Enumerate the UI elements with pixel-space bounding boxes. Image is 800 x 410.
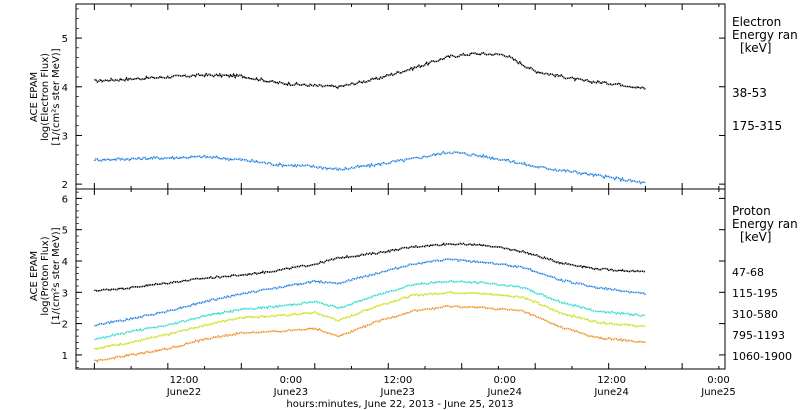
proton-legend-title-line3: [keV]	[740, 230, 771, 244]
electron-ylabel-line2: log(Electron Flux)	[40, 53, 51, 141]
series-795-1193	[94, 290, 646, 351]
x-tick-label: 12:00	[597, 375, 626, 386]
x-tick-date: June25	[700, 387, 736, 398]
series-310-580	[94, 280, 646, 341]
proton-ylabel-line3: [1/(cm²s ster MeV)]	[51, 227, 62, 324]
electron-panel-frame	[75, 3, 726, 190]
electron-legend-title-line1: Electron	[732, 15, 781, 29]
proton-legend-title: Proton Energy ran [keV]	[732, 204, 798, 244]
x-tick-date: June22	[166, 387, 202, 398]
y-tick-label: 2	[62, 320, 68, 331]
series-175-315	[93, 150, 646, 185]
y-tick-label: 3	[62, 288, 68, 299]
legend-115-195: 115-195	[732, 287, 778, 300]
proton-legend-title-line1: Proton	[732, 204, 771, 218]
x-tick-label: 12:00	[170, 375, 199, 386]
legend-310-580: 310-580	[732, 308, 778, 321]
electron-legend-title: Electron Energy ran [keV]	[732, 15, 798, 55]
y-tick-label: 4	[62, 257, 68, 268]
series-1060-1900	[94, 304, 646, 363]
y-tick-label: 2	[62, 180, 68, 191]
legend-795-1193: 795-1193	[732, 329, 785, 342]
x-axis-label: hours:minutes, June 22, 2013 - June 25, …	[286, 399, 513, 410]
x-tick-date: June24	[593, 387, 629, 398]
electron-legend-title-line2: Energy ran	[732, 28, 798, 42]
proton-legend-title-line2: Energy ran	[732, 217, 798, 231]
y-tick-label: 6	[62, 194, 68, 205]
chart-marks: 12:00June220:00June2312:00June230:00June…	[62, 4, 792, 398]
y-tick-label: 3	[62, 131, 68, 142]
series-38-53	[94, 51, 646, 90]
series-47-68	[93, 242, 646, 292]
x-tick-date: June23	[273, 387, 309, 398]
y-tick-label: 5	[62, 34, 68, 45]
proton-ylabel: ACE EPAM log(Proton Flux) [1/(cm²s ster …	[29, 227, 62, 324]
x-tick-label: 0:00	[707, 375, 729, 386]
legend-1060-1900: 1060-1900	[732, 350, 792, 363]
electron-ylabel-line1: ACE EPAM	[29, 72, 40, 122]
y-tick-label: 4	[62, 83, 68, 94]
electron-legend-title-line3: [keV]	[740, 41, 771, 55]
x-tick-date: June23	[380, 387, 416, 398]
y-tick-label: 1	[62, 351, 68, 362]
proton-panel-frame	[75, 188, 726, 370]
x-tick-date: June24	[486, 387, 522, 398]
y-tick-label: 5	[62, 226, 68, 237]
electron-ylabel: ACE EPAM log(Electron Flux) [1/(cm²s ste…	[29, 48, 62, 145]
x-tick-label: 0:00	[493, 375, 515, 386]
legend-38-53: 38-53	[732, 86, 767, 100]
legend-175-315: 175-315	[732, 119, 782, 133]
series-115-195	[94, 258, 646, 327]
legend-47-68: 47-68	[732, 266, 764, 279]
electron-ylabel-line3: [1/(cm²s ster MeV)]	[51, 48, 62, 145]
proton-ylabel-line2: log(Proton Flux)	[40, 236, 51, 315]
x-tick-label: 12:00	[383, 375, 412, 386]
x-tick-label: 0:00	[280, 375, 302, 386]
proton-ylabel-line1: ACE EPAM	[29, 251, 40, 301]
